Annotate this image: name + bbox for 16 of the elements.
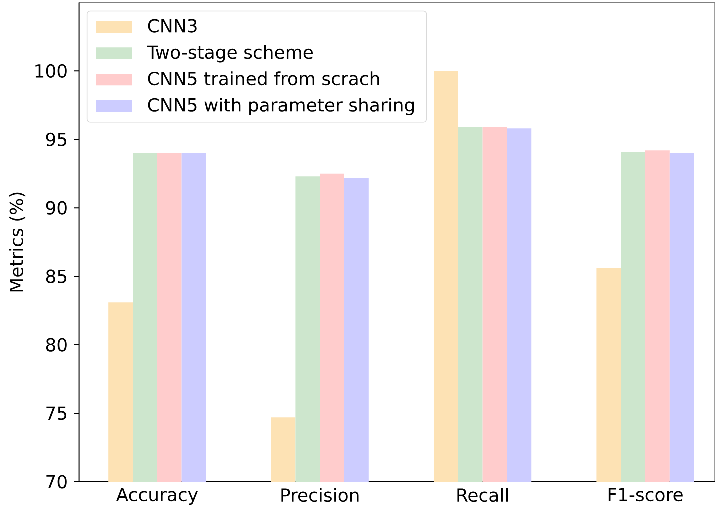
- legend-label: CNN5 with parameter sharing: [148, 98, 414, 116]
- y-tick-label: 70: [46, 475, 67, 489]
- y-tick-label: 85: [46, 270, 67, 284]
- legend-label: Two-stage scheme: [147, 45, 313, 63]
- legend-label: CNN3: [148, 19, 197, 33]
- y-tick-label: 90: [46, 201, 67, 215]
- legend-label: CNN5 trained from scrach: [148, 72, 380, 86]
- x-tick-label: Precision: [282, 488, 359, 502]
- x-tick-label: Recall: [458, 488, 508, 502]
- y-axis-title: Metrics (%): [10, 192, 26, 292]
- y-tick-label: 95: [46, 132, 67, 146]
- y-tick-label: 75: [46, 406, 67, 420]
- y-tick-label: 100: [36, 64, 67, 78]
- x-tick-label: Accuracy: [116, 488, 198, 506]
- y-tick-label: 80: [46, 338, 67, 352]
- x-tick-label: F1-score: [608, 488, 683, 502]
